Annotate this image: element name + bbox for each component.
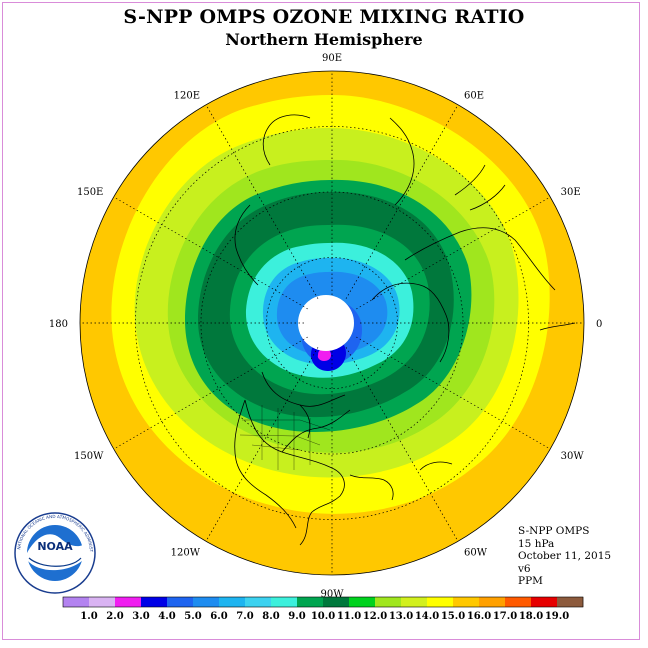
colorbar-tick-label: 16.0 [467, 611, 491, 622]
graticule [80, 71, 584, 575]
meridian-label: 30E [561, 187, 581, 198]
meridian-label: 90E [322, 53, 342, 64]
map-subtitle: Northern Hemisphere [225, 30, 423, 49]
colorbar-swatch [167, 597, 194, 607]
colorbar-swatch [349, 597, 376, 607]
no-data-pole [298, 295, 354, 351]
state-borders [239, 405, 331, 470]
info-version: v6 [518, 562, 531, 575]
colorbar: 1.0 2.0 3.0 4.0 5.0 6.0 7.0 8.0 9.0 10.0 11.0 12.0 1… [62, 596, 584, 622]
colorbar-swatch [245, 597, 272, 607]
meridian-label: 120E [174, 90, 200, 101]
meridian-line [205, 104, 319, 299]
colorbar-tick-label: 5.0 [184, 611, 201, 622]
colorbar-tick-label: 8.0 [262, 611, 279, 622]
colorbar-tick-label: 15.0 [441, 611, 465, 622]
colorbar-tick-label: 11.0 [337, 611, 361, 622]
colorbar-swatch [401, 597, 428, 607]
colorbar-swatch [193, 597, 220, 607]
meridian-line [205, 347, 319, 542]
colorbar-outline [62, 596, 584, 608]
colorbar-tick-label: 19.0 [545, 611, 569, 622]
colorbar-tick-label: 6.0 [210, 611, 227, 622]
colorbar-tick-label: 10.0 [311, 611, 335, 622]
colorbar-swatch [323, 597, 350, 607]
colorbar-tick-label: 12.0 [363, 611, 387, 622]
meridian-label: 60W [464, 548, 488, 559]
colorbar-swatch [297, 597, 324, 607]
info-level: 15 hPa [518, 537, 555, 550]
info-block: S-NPP OMPS 15 hPa October 11, 2015 v6 PP… [518, 525, 611, 588]
meridian-label: 120W [171, 548, 201, 559]
colorbar-tick-label: 18.0 [519, 611, 543, 622]
colorbar-tick-label: 7.0 [236, 611, 253, 622]
ozone-field [80, 71, 584, 575]
colorbar-swatch [115, 597, 142, 607]
meridian-label: 150W [74, 451, 104, 462]
colorbar-swatch [453, 597, 480, 607]
colorbar-tick-label: 1.0 [80, 611, 97, 622]
colorbar-swatch [479, 597, 506, 607]
colorbar-swatch [427, 597, 454, 607]
logo-noaa-text: NOAA [37, 540, 73, 553]
coastlines [234, 114, 576, 546]
meridian-label: 60E [464, 90, 484, 101]
info-units: PPM [518, 575, 543, 588]
latitude-circle [200, 191, 464, 455]
colorbar-swatch [219, 597, 246, 607]
meridian-line [345, 347, 459, 542]
meridian-label: 0 [596, 319, 602, 330]
colorbar-tick-label: 17.0 [493, 611, 517, 622]
ozone-band-2 [317, 348, 331, 361]
meridian-label: 90W [320, 589, 344, 600]
meridian-line [113, 196, 308, 310]
info-date: October 11, 2015 [518, 550, 612, 563]
map-boundary [79, 70, 585, 576]
meridian-line [113, 336, 308, 450]
map-title: S-NPP OMPS OZONE MIXING RATIO [123, 6, 525, 28]
colorbar-swatch [271, 597, 298, 607]
colorbar-tick-label: 9.0 [288, 611, 305, 622]
latitude-circle [266, 257, 398, 389]
meridian-label: 150E [77, 187, 103, 198]
meridian-line [356, 196, 551, 310]
colorbar-swatch [557, 597, 584, 607]
colorbar-tick-label: 2.0 [106, 611, 123, 622]
logo-wave [28, 557, 82, 567]
noaa-logo: NATIONAL OCEANIC AND ATMOSPHERIC ADMINIS… [0, 0, 96, 594]
meridian-label: 180 [49, 319, 68, 330]
colorbar-swatch [63, 597, 90, 607]
colorbar-swatch [89, 597, 116, 607]
meridian-labels: 90E 60E 30E 0 30W 60W 90W 120W 150W 180 150E 120E [49, 53, 602, 600]
info-instrument: S-NPP OMPS [518, 525, 590, 537]
colorbar-tick-label: 14.0 [415, 611, 439, 622]
colorbar-tick-label: 3.0 [132, 611, 149, 622]
colorbar-swatch [375, 597, 402, 607]
meridian-line [356, 336, 551, 450]
meridian-label: 30W [561, 451, 585, 462]
colorbar-swatch [141, 597, 168, 607]
colorbar-swatch [531, 597, 558, 607]
colorbar-tick-label: 13.0 [389, 611, 413, 622]
logo-ring-text: NATIONAL OCEANIC AND ATMOSPHERIC ADMINIS… [0, 0, 94, 553]
meridian-line [345, 104, 459, 299]
colorbar-swatch [505, 597, 532, 607]
colorbar-tick-label: 4.0 [158, 611, 175, 622]
logo-bird-shape [27, 534, 83, 571]
figure-frame [2, 2, 640, 640]
